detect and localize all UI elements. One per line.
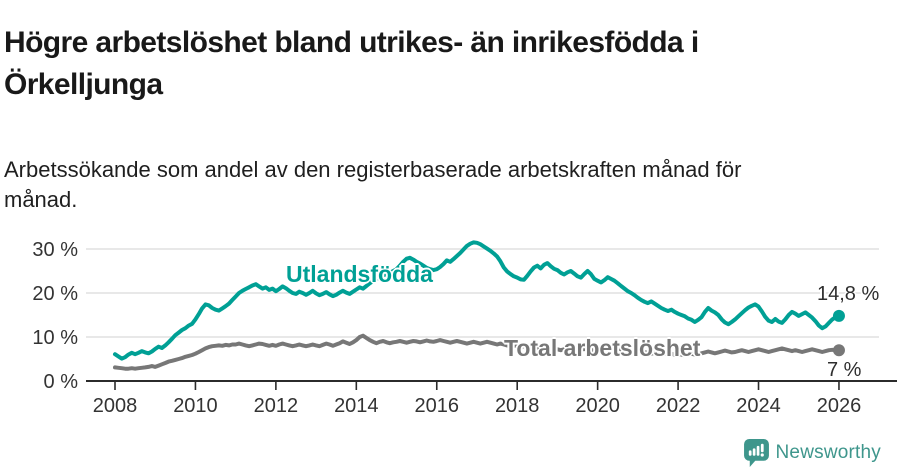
x-tick-label: 2020 [575,395,620,417]
series-line-total [113,333,841,371]
y-tick-label: 10 % [32,327,78,349]
x-tick-label: 2010 [173,395,218,417]
x-tick-label: 2014 [334,395,379,417]
bar-chart-pin-icon [743,439,769,467]
end-value-utlandsfodda: 14,8 % [817,283,880,305]
newsworthy-brand: Newsworthy [743,439,881,467]
series-line-utlandsfodda [113,240,841,361]
end-value-total: 7 % [827,359,862,381]
y-tick-label: 30 % [32,239,78,261]
end-dot-total [832,344,845,357]
brand-name: Newsworthy [775,442,881,463]
x-tick-label: 2012 [254,395,299,417]
x-tick-label: 2016 [415,395,460,417]
x-tick-label: 2024 [736,395,781,417]
x-tick-label: 2008 [93,395,138,417]
y-tick-label: 20 % [32,283,78,305]
end-dot-utlandsfodda [832,309,845,322]
chart-title: Högre arbetslöshet bland utrikes- än inr… [4,26,699,102]
series-label-utlandsfodda: Utlandsfödda [286,261,433,287]
x-tick-label: 2026 [817,395,862,417]
x-tick-label: 2018 [495,395,540,417]
series-label-total-arbetsloshet: Total arbetslöshet [504,335,701,361]
x-tick-label: 2022 [656,395,701,417]
y-tick-label: 0 % [44,371,79,393]
chart-subtitle: Arbetssökande som andel av den registerb… [4,157,742,212]
